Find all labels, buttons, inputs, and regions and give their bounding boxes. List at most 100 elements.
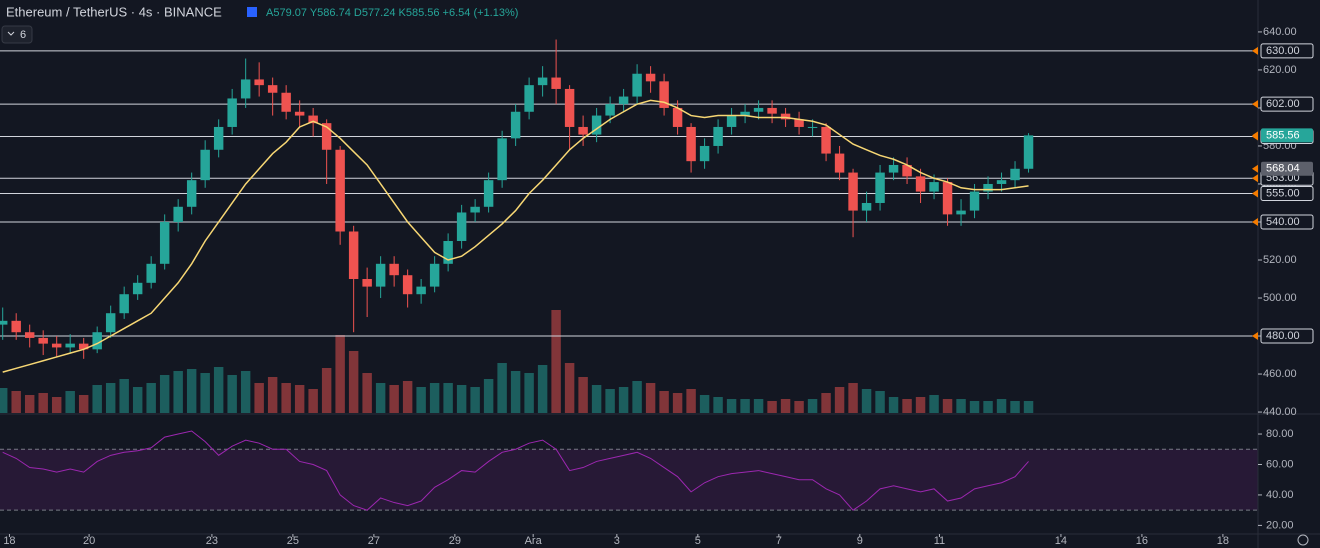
- candle-body: [969, 191, 980, 211]
- candle-body: [510, 111, 521, 139]
- volume-bar: [1010, 401, 1020, 413]
- volume-bar: [281, 383, 291, 413]
- candle-body: [11, 320, 21, 333]
- y-tick-label: 520.00: [1263, 254, 1297, 266]
- candle-body: [713, 126, 723, 146]
- x-tick-label: 25: [287, 535, 299, 547]
- candle-body: [308, 115, 318, 124]
- volume-bar: [456, 385, 467, 413]
- candle-body: [564, 88, 575, 127]
- candle-body: [875, 172, 885, 203]
- volume-bar: [510, 371, 521, 413]
- level-box: [1260, 185, 1314, 201]
- y-tick-label: 440.00: [1263, 406, 1297, 418]
- rsi-band: [0, 449, 1258, 511]
- indicator-count[interactable]: 6: [20, 29, 26, 41]
- volume-bar: [78, 395, 89, 413]
- level-box: [1260, 328, 1314, 344]
- level-alert: [1252, 217, 1258, 226]
- indicator-toggle[interactable]: [1, 25, 33, 44]
- candle-body: [335, 149, 345, 232]
- candle-body: [443, 240, 453, 264]
- volume-bar: [632, 381, 642, 413]
- candle-body: [78, 343, 89, 350]
- volume-bar: [348, 351, 359, 413]
- level-alert: [1252, 46, 1258, 55]
- candle-body: [240, 79, 251, 99]
- candle-body: [65, 343, 75, 348]
- candle-body: [848, 172, 858, 211]
- volume-bar: [0, 388, 8, 413]
- rsi-tick-label: 20.00: [1266, 519, 1294, 531]
- volume-bar: [1023, 401, 1034, 413]
- level-label: 555.00: [1266, 187, 1300, 199]
- candle-body: [618, 96, 629, 105]
- volume-bar: [132, 387, 143, 413]
- x-tick-label: 14: [1055, 535, 1067, 547]
- level-box: [1260, 214, 1314, 230]
- volume-bar: [753, 399, 764, 413]
- candle-body: [213, 126, 224, 150]
- x-tick-label: 27: [368, 535, 380, 547]
- volume-bar: [308, 389, 318, 413]
- volume-bar: [362, 373, 372, 413]
- candle-body: [24, 332, 35, 338]
- volume-bar: [92, 385, 102, 413]
- volume-bar: [659, 391, 669, 413]
- x-tick-label: 18: [1217, 535, 1229, 547]
- volume-bar: [321, 368, 332, 413]
- candle-body: [551, 77, 561, 89]
- candle-body: [524, 85, 534, 112]
- settings[interactable]: [1297, 534, 1309, 546]
- candle-body: [254, 79, 264, 86]
- volume-bar: [740, 399, 750, 413]
- volume-bar: [524, 373, 534, 413]
- volume-bar: [119, 379, 129, 413]
- candle-body: [956, 210, 966, 215]
- rsi-tick-label: 80.00: [1266, 428, 1294, 440]
- volume-bar: [497, 363, 507, 413]
- volume-bar: [713, 397, 723, 413]
- candle-body: [416, 286, 426, 295]
- volume-bar: [902, 399, 912, 413]
- x-tick-label: 18: [3, 535, 15, 547]
- candle-body: [470, 206, 480, 213]
- y-tick-label: 620.00: [1263, 64, 1297, 76]
- candle-body: [780, 113, 791, 120]
- level-label: 630.00: [1266, 45, 1300, 57]
- symbol-icon: [247, 7, 257, 17]
- x-tick-label: 11: [934, 535, 945, 547]
- candle-body: [996, 180, 1007, 184]
- volume-bar: [618, 387, 629, 413]
- volume-bar: [726, 399, 737, 413]
- volume-bar: [173, 371, 183, 413]
- candle-body: [321, 123, 332, 150]
- candle-body: [1010, 168, 1020, 181]
- level-box: [1260, 96, 1314, 112]
- volume-bar: [807, 399, 818, 413]
- level-label: 602.00: [1266, 98, 1300, 110]
- last-price-label: 585.56: [1266, 129, 1300, 141]
- volume-bar: [483, 379, 494, 413]
- candle-body: [537, 77, 548, 86]
- rsi-line: [2, 430, 1029, 511]
- candle-body: [699, 145, 710, 162]
- y-tick-label: 460.00: [1263, 368, 1297, 380]
- volume-bar: [443, 383, 453, 413]
- candle-body: [659, 81, 669, 108]
- candle-body: [942, 182, 953, 215]
- candle-body: [375, 263, 386, 287]
- candle-body: [483, 180, 494, 207]
- volume-bar: [996, 399, 1007, 413]
- candle-body: [227, 98, 237, 127]
- candle-body: [294, 111, 305, 116]
- last-price-box: [1261, 128, 1313, 143]
- candle-body: [92, 332, 102, 350]
- volume-bar: [537, 365, 548, 413]
- candle-body: [348, 231, 359, 280]
- volume-bar: [956, 399, 966, 413]
- level-alert: [1252, 332, 1258, 341]
- ohlc: A579.07 Y586.74 D577.24 K585.56 +6.54 (+…: [266, 7, 518, 19]
- candle-body: [902, 164, 912, 177]
